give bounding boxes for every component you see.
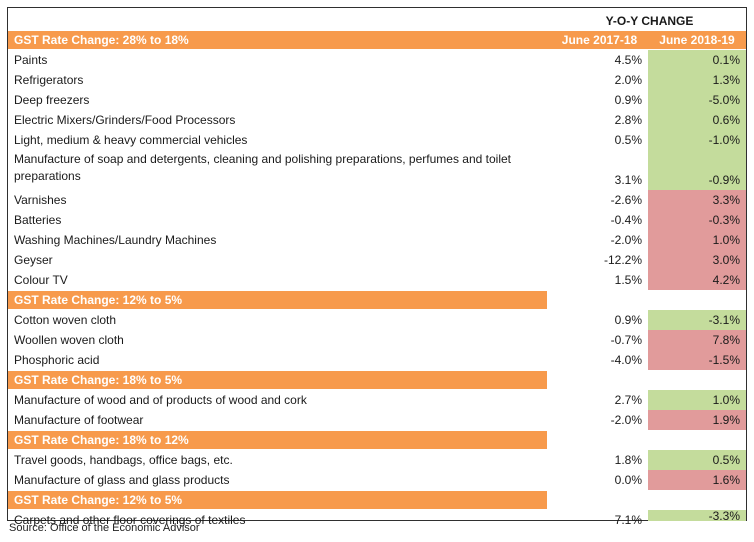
value-2018-19: 0.6% [648,110,746,130]
row-label: Batteries [14,213,62,227]
value-2018-19: 1.6% [648,470,746,490]
section-title-18-5: GST Rate Change: 18% to 5% [8,371,547,389]
section-title-28-18: GST Rate Change: 28% to 18% [14,33,189,47]
table-row: Varnishes -2.6% 3.3% [8,190,746,210]
row-label: Colour TV [14,273,68,287]
value-2017-18: 1.8% [614,453,642,467]
row-label: Geyser [14,253,53,267]
value-2017-18: 2.8% [614,113,642,127]
value-2018-19: -0.9% [648,150,746,190]
value-2018-19: 4.2% [648,270,746,290]
value-2017-18: -2.0% [610,233,642,247]
table-row: Geyser -12.2% 3.0% [8,250,746,270]
table-row: Colour TV 1.5% 4.2% [8,270,746,290]
table-row: Manufacture of soap and detergents, clea… [8,150,746,190]
row-label: Paints [14,53,48,67]
row-label: Phosphoric acid [14,353,100,367]
value-2017-18: 1.5% [614,273,642,287]
value-2018-19: 1.0% [648,390,746,410]
table-row: Manufacture of wood and of products of w… [8,390,746,410]
section-title-18-12: GST Rate Change: 18% to 12% [8,431,547,449]
value-2017-18: -4.0% [610,353,642,367]
column-header-2017-18: June 2017-18 [561,33,638,47]
table-row: Paints 4.5% 0.1% [8,50,746,70]
value-2018-19: 0.5% [648,450,746,470]
section-title-12-5-b: GST Rate Change: 12% to 5% [8,491,547,509]
table-row: Travel goods, handbags, office bags, etc… [8,450,746,470]
value-2017-18: 4.5% [614,53,642,67]
table-row: Woollen woven cloth -0.7% 7.8% [8,330,746,350]
value-2018-19: -3.3% [648,509,746,523]
value-2017-18: 3.1% [614,173,642,187]
table-row: Manufacture of footwear -2.0% 1.9% [8,410,746,430]
value-2017-18: -12.2% [603,253,642,267]
source-note: Source: Office of the Economic Advisor [9,522,200,534]
yoy-change-title: Y-O-Y CHANGE [605,14,694,28]
value-2018-19: -0.3% [648,210,746,230]
value-2018-19: 3.3% [648,190,746,210]
row-label: Manufacture of glass and glass products [14,473,230,487]
value-2018-19: 1.0% [648,230,746,250]
value-2018-19: -1.5% [648,350,746,370]
row-label: Deep freezers [14,93,90,107]
table-row: Refrigerators 2.0% 1.3% [8,70,746,90]
row-label: Light, medium & heavy commercial vehicle… [14,133,248,147]
row-label: Cotton woven cloth [14,313,117,327]
value-2017-18: -0.4% [610,213,642,227]
row-label: Woollen woven cloth [14,333,124,347]
table-row: Washing Machines/Laundry Machines -2.0% … [8,230,746,250]
section-title-12-5: GST Rate Change: 12% to 5% [8,291,547,309]
gst-yoy-table: Y-O-Y CHANGE GST Rate Change: 28% to 18%… [7,7,747,527]
row-label: Manufacture of footwear [14,413,144,427]
value-2018-19: 1.3% [648,70,746,90]
value-2018-19: -5.0% [648,90,746,110]
row-label: Refrigerators [14,73,84,87]
value-2017-18: 2.0% [614,73,642,87]
row-label: Manufacture of soap and detergents, clea… [14,152,511,183]
table-row: Electric Mixers/Grinders/Food Processors… [8,110,746,130]
table-row: Cotton woven cloth 0.9% -3.1% [8,310,746,330]
row-label: Varnishes [14,193,67,207]
row-label: Washing Machines/Laundry Machines [14,233,217,247]
value-2017-18: 0.0% [614,473,642,487]
value-2017-18: 0.9% [614,313,642,327]
table-row: Manufacture of glass and glass products … [8,470,746,490]
value-2017-18: 7.1% [614,513,642,527]
value-2017-18: -2.0% [610,413,642,427]
header-band: GST Rate Change: 28% to 18% June 2017-18… [8,31,746,49]
table-row: Light, medium & heavy commercial vehicle… [8,130,746,150]
value-2017-18: -0.7% [610,333,642,347]
table-row: Deep freezers 0.9% -5.0% [8,90,746,110]
table-row: Carpets and other floor coverings of tex… [8,509,746,527]
row-label: Carpets and other floor coverings of tex… [14,513,246,527]
value-2017-18: 0.5% [614,133,642,147]
column-header-2018-19: June 2018-19 [659,33,735,47]
value-2017-18: 0.9% [614,93,642,107]
value-2018-19: 3.0% [648,250,746,270]
value-2017-18: -2.6% [610,193,642,207]
table-row: Phosphoric acid -4.0% -1.5% [8,350,746,370]
table-row: Batteries -0.4% -0.3% [8,210,746,230]
value-2018-19: 1.9% [648,410,746,430]
value-2018-19: -3.1% [648,310,746,330]
value-2017-18: 2.7% [614,393,642,407]
row-label: Electric Mixers/Grinders/Food Processors [14,113,236,127]
row-label: Manufacture of wood and of products of w… [14,393,307,407]
value-2018-19: 7.8% [648,330,746,350]
value-2018-19: -1.0% [648,130,746,150]
row-label: Travel goods, handbags, office bags, etc… [14,453,233,467]
value-2018-19: 0.1% [648,50,746,70]
